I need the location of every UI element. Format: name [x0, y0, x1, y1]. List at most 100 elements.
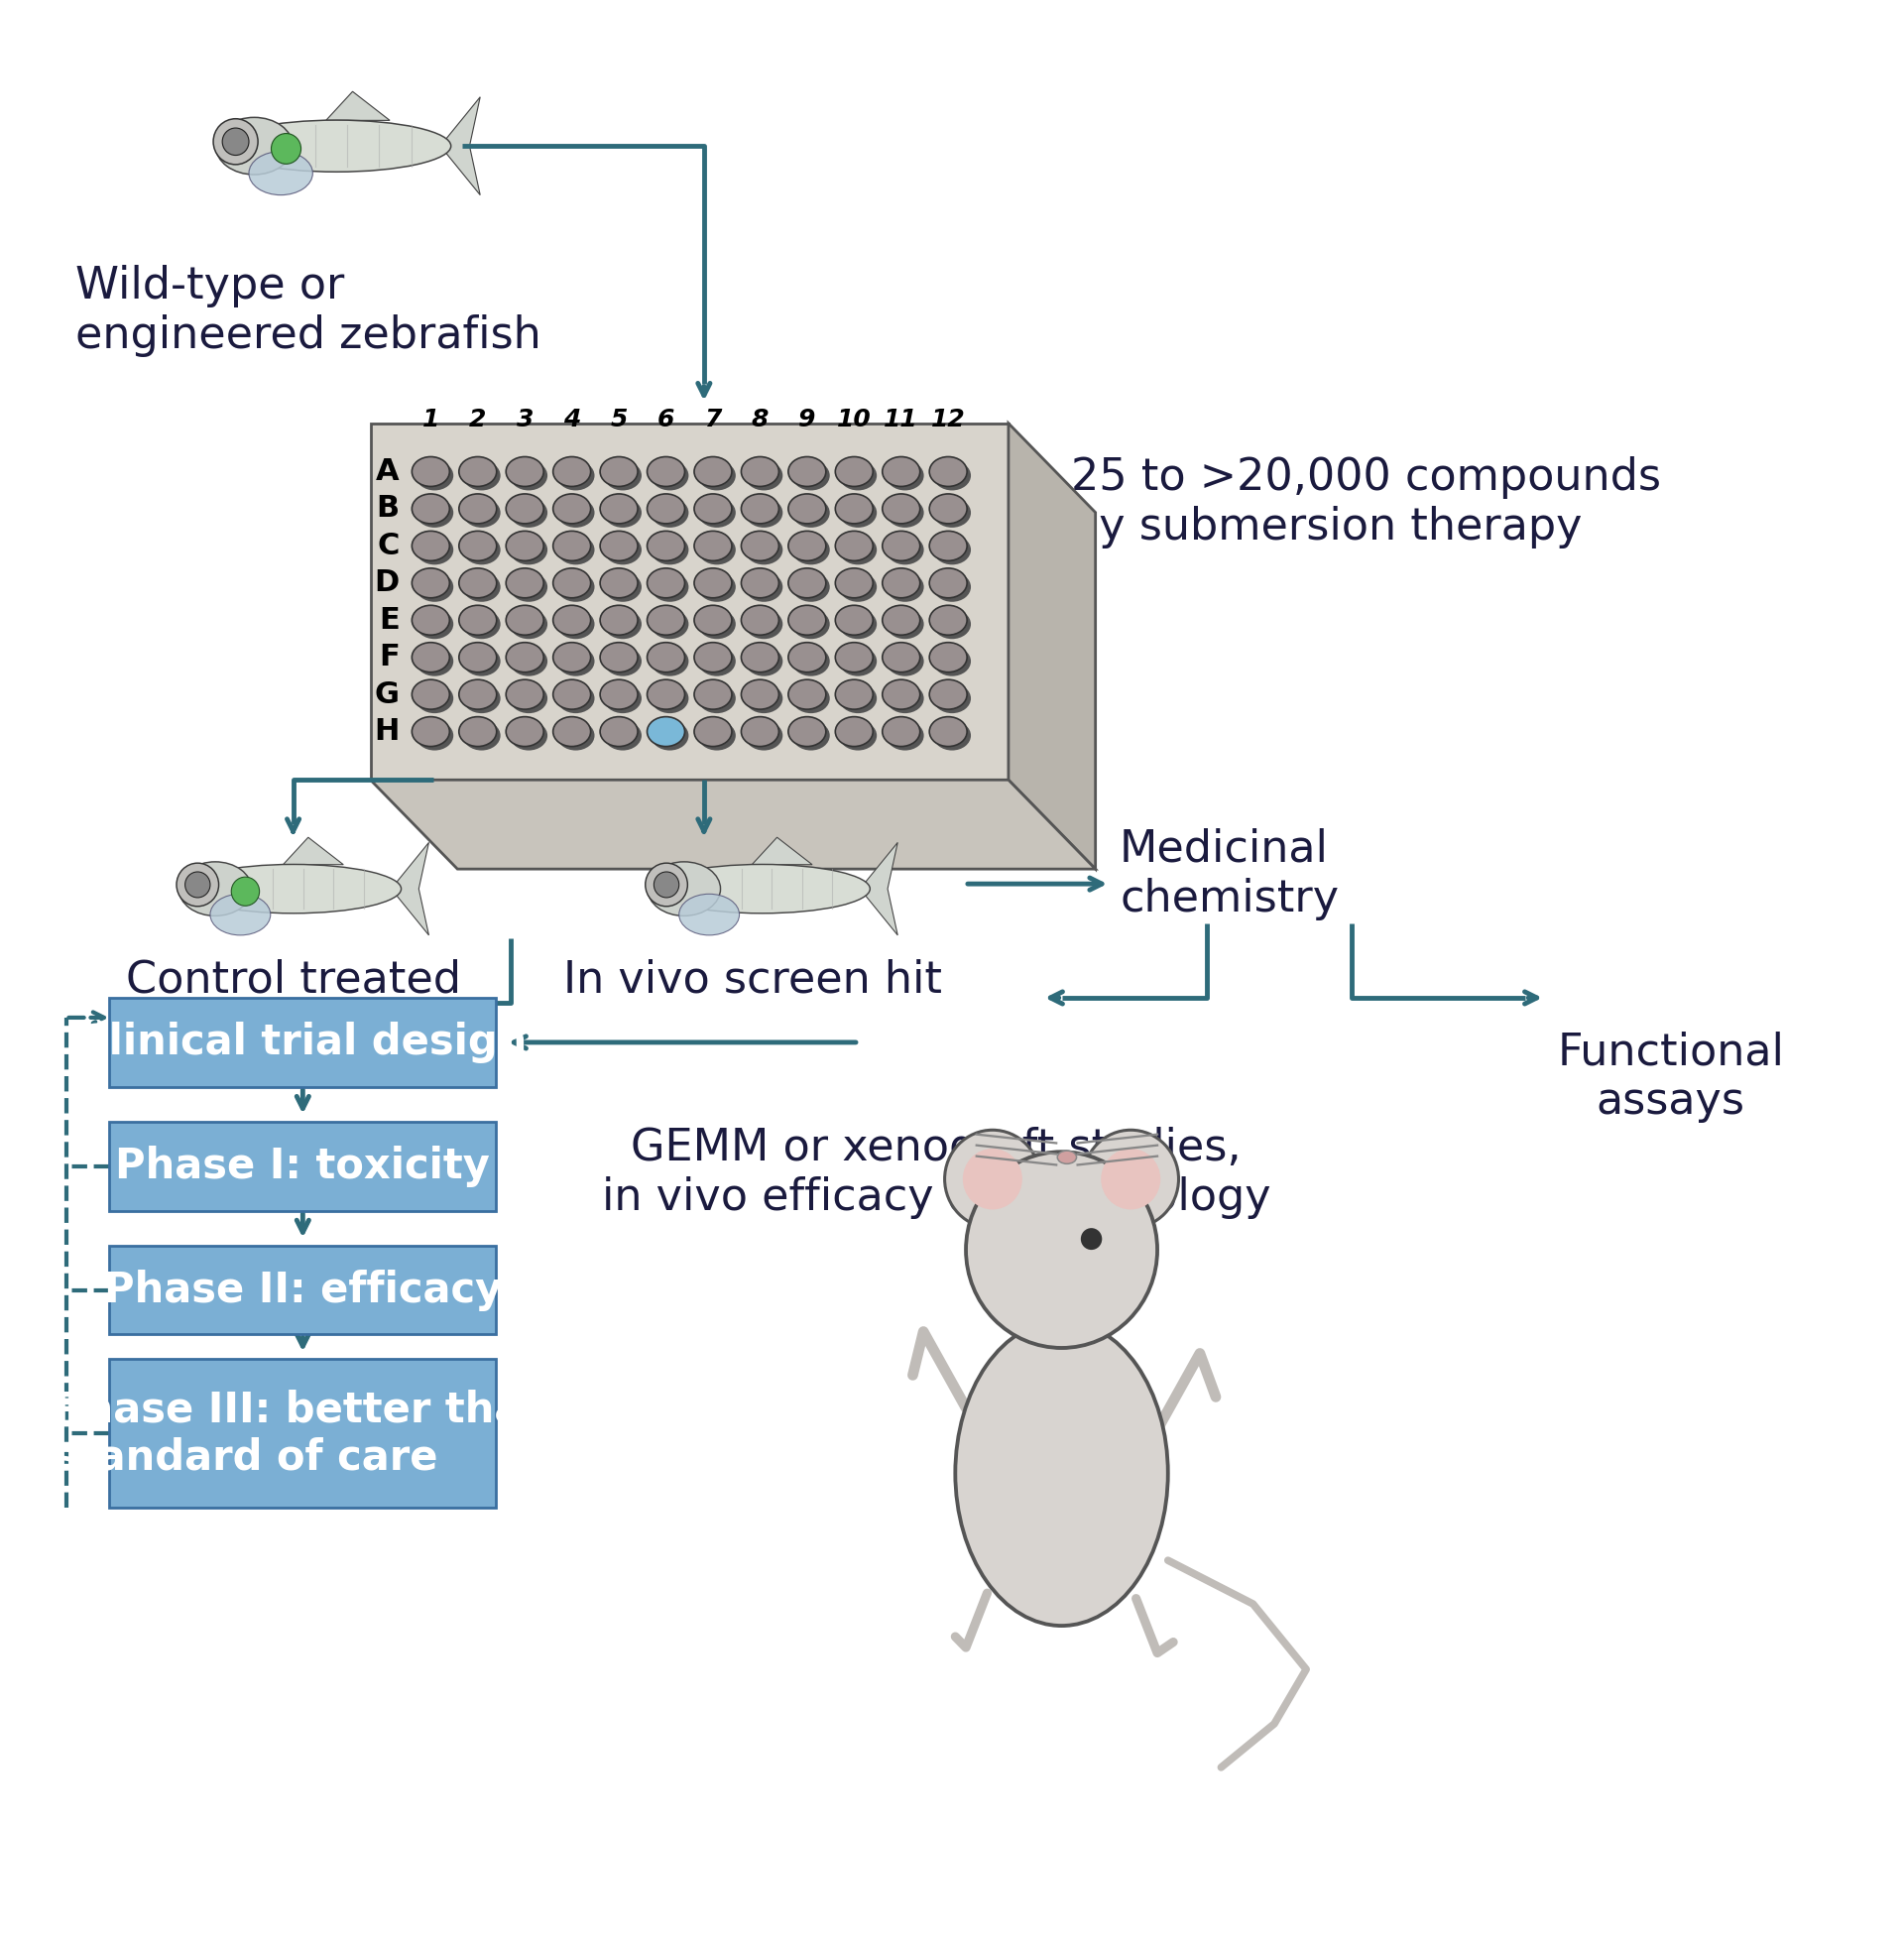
Ellipse shape	[506, 605, 545, 636]
Ellipse shape	[792, 571, 830, 603]
Ellipse shape	[882, 493, 920, 525]
Ellipse shape	[604, 460, 642, 489]
Ellipse shape	[885, 460, 923, 489]
FancyBboxPatch shape	[109, 998, 497, 1086]
FancyBboxPatch shape	[109, 1246, 497, 1334]
FancyBboxPatch shape	[109, 1121, 497, 1211]
Text: E: E	[379, 606, 400, 634]
Ellipse shape	[933, 460, 971, 489]
Polygon shape	[861, 842, 897, 936]
Polygon shape	[1009, 423, 1095, 870]
Ellipse shape	[653, 864, 870, 913]
Ellipse shape	[510, 571, 548, 603]
Ellipse shape	[604, 497, 642, 528]
Ellipse shape	[415, 497, 453, 528]
Ellipse shape	[933, 645, 971, 677]
Ellipse shape	[552, 718, 590, 747]
Ellipse shape	[840, 722, 878, 751]
Circle shape	[965, 1152, 1158, 1347]
Ellipse shape	[415, 722, 453, 751]
Text: A: A	[375, 456, 400, 486]
Text: Medicinal
chemistry: Medicinal chemistry	[1120, 829, 1339, 920]
Ellipse shape	[788, 493, 826, 525]
Ellipse shape	[699, 608, 735, 640]
Ellipse shape	[459, 530, 497, 562]
Ellipse shape	[882, 718, 920, 747]
Ellipse shape	[741, 718, 779, 747]
Ellipse shape	[699, 460, 735, 489]
Ellipse shape	[933, 722, 971, 751]
Ellipse shape	[840, 645, 878, 677]
Ellipse shape	[651, 684, 689, 714]
Ellipse shape	[840, 534, 878, 566]
Ellipse shape	[929, 567, 967, 599]
Ellipse shape	[836, 642, 872, 673]
Ellipse shape	[741, 530, 779, 562]
Text: 2: 2	[468, 408, 486, 431]
Ellipse shape	[463, 534, 501, 566]
Ellipse shape	[506, 681, 545, 710]
Circle shape	[185, 872, 209, 897]
Polygon shape	[440, 98, 480, 195]
Ellipse shape	[647, 456, 685, 486]
Text: F: F	[379, 644, 400, 671]
Ellipse shape	[933, 571, 971, 603]
Ellipse shape	[506, 456, 545, 486]
Ellipse shape	[552, 567, 590, 599]
Ellipse shape	[600, 567, 638, 599]
Ellipse shape	[600, 456, 638, 486]
Ellipse shape	[744, 497, 783, 528]
Ellipse shape	[741, 605, 779, 636]
Ellipse shape	[463, 645, 501, 677]
Ellipse shape	[792, 608, 830, 640]
Circle shape	[944, 1129, 1040, 1228]
Ellipse shape	[929, 718, 967, 747]
Ellipse shape	[836, 605, 872, 636]
Ellipse shape	[411, 642, 449, 673]
Text: 6: 6	[657, 408, 674, 431]
Ellipse shape	[882, 605, 920, 636]
Text: 25 to >20,000 compounds
by submersion therapy: 25 to >20,000 compounds by submersion th…	[1072, 456, 1662, 548]
Ellipse shape	[929, 605, 967, 636]
Ellipse shape	[510, 684, 548, 714]
Ellipse shape	[556, 571, 594, 603]
Polygon shape	[326, 92, 390, 121]
Ellipse shape	[604, 645, 642, 677]
Ellipse shape	[604, 684, 642, 714]
Ellipse shape	[792, 497, 830, 528]
Ellipse shape	[744, 460, 783, 489]
Ellipse shape	[882, 642, 920, 673]
Ellipse shape	[933, 684, 971, 714]
Circle shape	[177, 864, 219, 907]
Ellipse shape	[788, 605, 826, 636]
Ellipse shape	[556, 608, 594, 640]
Ellipse shape	[929, 681, 967, 710]
Circle shape	[223, 129, 249, 156]
Ellipse shape	[695, 456, 731, 486]
Ellipse shape	[510, 645, 548, 677]
Ellipse shape	[600, 605, 638, 636]
Ellipse shape	[929, 642, 967, 673]
Text: C: C	[377, 532, 400, 560]
Ellipse shape	[459, 493, 497, 525]
Ellipse shape	[600, 718, 638, 747]
Ellipse shape	[556, 460, 594, 489]
Ellipse shape	[647, 862, 720, 916]
Ellipse shape	[929, 530, 967, 562]
Ellipse shape	[506, 718, 545, 747]
Ellipse shape	[463, 684, 501, 714]
Ellipse shape	[885, 684, 923, 714]
Ellipse shape	[506, 530, 545, 562]
Ellipse shape	[744, 608, 783, 640]
Text: Functional
assays: Functional assays	[1557, 1032, 1784, 1123]
Ellipse shape	[885, 571, 923, 603]
Ellipse shape	[604, 571, 642, 603]
Ellipse shape	[510, 608, 548, 640]
Ellipse shape	[647, 493, 685, 525]
Ellipse shape	[604, 608, 642, 640]
Ellipse shape	[744, 645, 783, 677]
Ellipse shape	[788, 681, 826, 710]
Text: H: H	[375, 718, 400, 747]
Ellipse shape	[223, 121, 451, 172]
Ellipse shape	[651, 608, 689, 640]
